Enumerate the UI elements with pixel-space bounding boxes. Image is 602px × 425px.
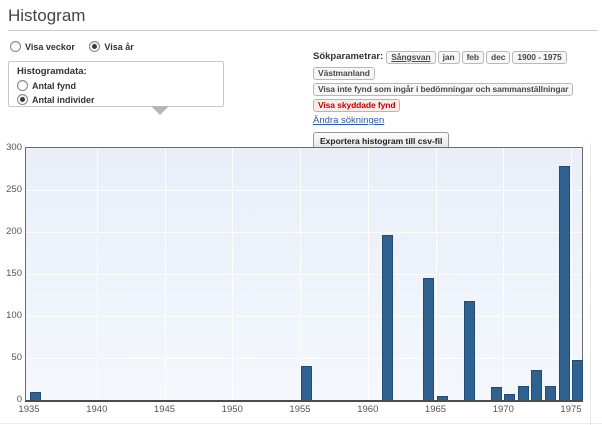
gridline-x-1970: [503, 148, 505, 400]
radio-antal-individer-label[interactable]: Antal individer: [32, 95, 95, 105]
x-tick-label-1950: 1950: [221, 404, 243, 415]
y-tick-label-200: 200: [6, 226, 22, 237]
month-tag-feb: feb: [461, 51, 485, 64]
y-tick-label-0: 0: [16, 394, 22, 405]
y-tick-label-250: 250: [6, 184, 22, 195]
protected-findings-tag: Visa skyddade fynd: [313, 99, 401, 112]
page-title: Histogram: [8, 6, 86, 25]
taxon-tag[interactable]: Sångsvan: [386, 51, 436, 64]
radio-visa-veckor-label[interactable]: Visa veckor: [25, 42, 75, 52]
bar-1961: [382, 235, 394, 400]
bar-1975: [572, 360, 583, 400]
search-parameters: Sökparametrar: Sångsvan jan feb dec 1900 - 19…: [313, 51, 601, 150]
x-tick-label-1970: 1970: [492, 404, 514, 415]
search-params-label: Sökparametrar:: [313, 51, 384, 62]
params-row-1: Sökparametrar: Sångsvan jan feb dec 1900 - 19…: [313, 51, 601, 64]
option-antal-individer[interactable]: Antal individer: [17, 94, 223, 105]
province-tag: Västmanland: [313, 67, 375, 80]
panel-right-edge: [590, 143, 591, 425]
y-axis-labels: 0 50 100 150 200 250 300: [0, 142, 22, 425]
gridline-x-1955: [300, 148, 301, 400]
view-toggle-years[interactable]: Visa år: [89, 41, 134, 52]
bar-1970: [504, 394, 516, 400]
filter-note-tag: Visa inte fynd som ingår i bedömningar o…: [313, 83, 574, 96]
x-axis-labels: 1935 1940 1945 1950 1955 1960 1965 1970 1975: [18, 404, 582, 418]
radio-antal-individer[interactable]: [17, 94, 28, 105]
bar-1969: [490, 387, 502, 400]
gridline-y-100: [26, 316, 582, 317]
title-divider: [8, 30, 598, 31]
params-row-3: Visa inte fynd som ingår i bedömningar o…: [313, 83, 601, 96]
x-tick-label-1955: 1955: [289, 404, 311, 415]
view-toggle-weeks[interactable]: Visa veckor: [10, 41, 77, 52]
gridline-y-50: [26, 358, 582, 359]
edit-search-link[interactable]: Ändra sökningen: [313, 115, 385, 126]
gridline-x-1975: [571, 148, 572, 400]
gridline-y-200: [26, 232, 582, 233]
view-toggle: Visa veckor Visa år: [10, 41, 146, 52]
month-tag-jan: jan: [437, 51, 460, 64]
bar-1972: [531, 370, 543, 400]
gridline-x-1940: [96, 148, 98, 400]
radio-visa-ar-label[interactable]: Visa år: [104, 42, 134, 52]
gridline-x-1945: [164, 148, 166, 400]
year-range-tag: 1900 - 1975: [512, 51, 567, 64]
x-tick-label-1965: 1965: [424, 404, 447, 415]
panel-bottom-edge: [0, 423, 602, 424]
gridline-x-1950: [232, 148, 234, 400]
bar-1967: [463, 301, 475, 400]
x-tick-label-1935: 1935: [18, 404, 40, 415]
histogram-chart: 0 50 100 150 200 250 300 1935 1940 1945 1950 1955 1…: [0, 142, 602, 425]
params-row-5: Ändra sökningen: [313, 115, 601, 126]
histogramdata-legend: Histogramdata:: [17, 66, 87, 77]
histogramdata-panel: Histogramdata: Antal fynd Antal individe…: [8, 61, 224, 107]
radio-visa-ar[interactable]: [89, 41, 101, 52]
bar-1964: [423, 278, 434, 400]
plot-area: [25, 147, 583, 402]
bar-1974: [558, 166, 570, 400]
x-tick-label-1975: 1975: [560, 404, 582, 415]
x-tick-label-1945: 1945: [153, 404, 176, 415]
bar-1955: [301, 366, 312, 400]
bar-1965: [436, 396, 448, 400]
radio-antal-fynd-label[interactable]: Antal fynd: [32, 81, 76, 91]
option-antal-fynd[interactable]: Antal fynd: [17, 80, 223, 91]
y-tick-label-50: 50: [11, 352, 22, 363]
radio-visa-veckor[interactable]: [10, 41, 21, 52]
month-tag-dec: dec: [486, 51, 511, 64]
y-tick-label-150: 150: [6, 268, 22, 279]
bar-1971: [517, 386, 529, 400]
gridline-x-1965: [435, 148, 437, 400]
params-row-4: Visa skyddade fynd: [313, 99, 601, 112]
bar-1935: [30, 392, 41, 400]
radio-antal-fynd[interactable]: [17, 80, 28, 91]
y-tick-label-100: 100: [6, 310, 22, 321]
x-tick-label-1960: 1960: [357, 404, 379, 415]
x-tick-label-1940: 1940: [86, 404, 108, 415]
gridline-y-250: [26, 190, 582, 191]
callout-arrow-icon: [151, 106, 169, 115]
gridline-x-1960: [367, 148, 369, 400]
gridline-y-150: [26, 274, 582, 275]
params-row-2: Västmanland: [313, 67, 601, 80]
y-tick-label-300: 300: [6, 142, 22, 153]
bar-1973: [544, 386, 556, 400]
